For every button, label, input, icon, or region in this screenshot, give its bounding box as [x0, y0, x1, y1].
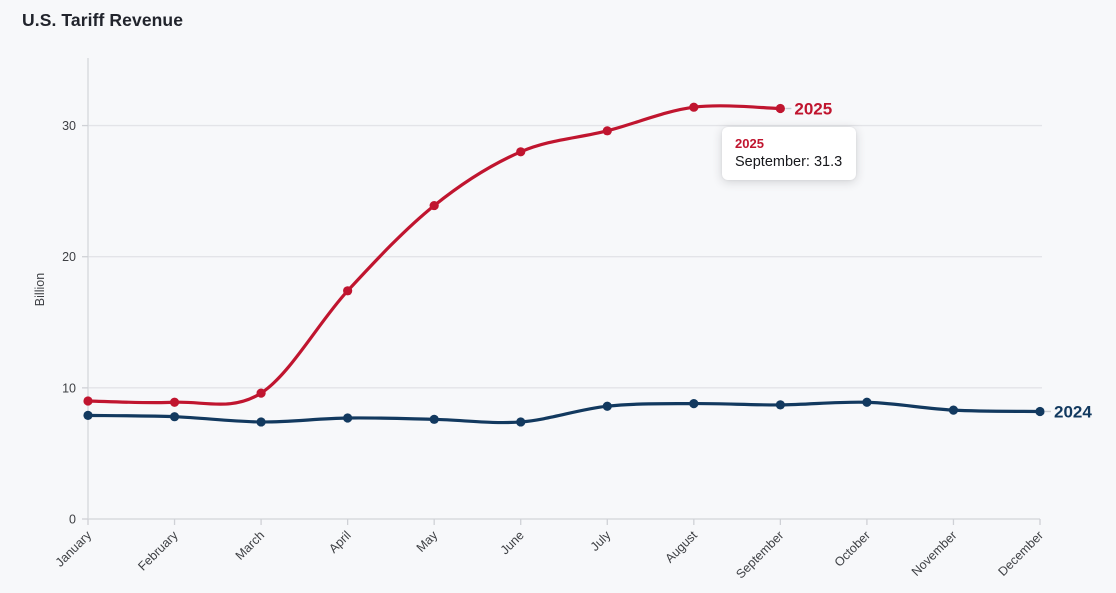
y-axis-label-30: 30 [62, 119, 76, 133]
data-point-2024-May[interactable] [429, 414, 439, 424]
data-point-2024-September[interactable] [775, 400, 785, 410]
data-point-2024-April[interactable] [343, 413, 353, 423]
x-axis-label-January: January [53, 528, 95, 570]
data-point-2025-January[interactable] [83, 396, 93, 406]
data-point-2024-February[interactable] [169, 412, 180, 422]
data-point-2025-February[interactable] [169, 397, 180, 407]
x-axis-label-December: December [995, 528, 1046, 579]
x-axis-label-October: October [832, 528, 873, 569]
y-axis-label-20: 20 [62, 250, 76, 264]
data-point-2025-August[interactable] [689, 102, 699, 112]
series-end-label-2025: 2025 [794, 100, 832, 119]
chart-title: U.S. Tariff Revenue [22, 10, 184, 30]
series-line-2025[interactable] [86, 104, 782, 406]
tooltip: 2025 September: 31.3 [722, 127, 857, 180]
tooltip-value: September: 31.3 [735, 154, 843, 170]
y-axis-label-0: 0 [69, 513, 76, 527]
data-point-2025-July[interactable] [602, 126, 612, 136]
y-axis-title: Billion [33, 273, 47, 306]
data-point-2025-June[interactable] [516, 147, 526, 157]
data-point-2024-October[interactable] [862, 397, 872, 407]
data-point-2024-November[interactable] [948, 405, 959, 415]
series-end-label-2024: 2024 [1054, 402, 1092, 421]
data-point-2024-December[interactable] [1035, 406, 1045, 417]
series-line-2024[interactable] [86, 400, 1042, 425]
x-axis-label-November: November [909, 528, 960, 579]
x-axis-label-August: August [663, 528, 701, 566]
data-point-2024-June[interactable] [516, 417, 526, 427]
data-point-2024-January[interactable] [83, 410, 93, 420]
data-point-2025-September[interactable] [775, 103, 785, 114]
x-axis-label-June: June [498, 528, 527, 557]
data-point-2025-April[interactable] [343, 286, 353, 296]
x-axis-label-September: September [733, 528, 786, 581]
data-point-2025-March[interactable] [256, 388, 266, 398]
data-point-2024-July[interactable] [602, 401, 612, 411]
x-axis-label-March: March [233, 528, 267, 562]
data-point-2024-March[interactable] [256, 417, 266, 427]
x-axis-label-April: April [326, 528, 354, 556]
y-axis-label-10: 10 [62, 381, 76, 395]
x-axis-label-February: February [135, 528, 181, 574]
x-axis-label-July: July [588, 528, 614, 554]
tooltip-series-name: 2025 [735, 136, 764, 151]
x-axis-label-May: May [414, 528, 441, 555]
data-point-2025-May[interactable] [429, 200, 439, 211]
data-point-2024-August[interactable] [689, 398, 699, 409]
